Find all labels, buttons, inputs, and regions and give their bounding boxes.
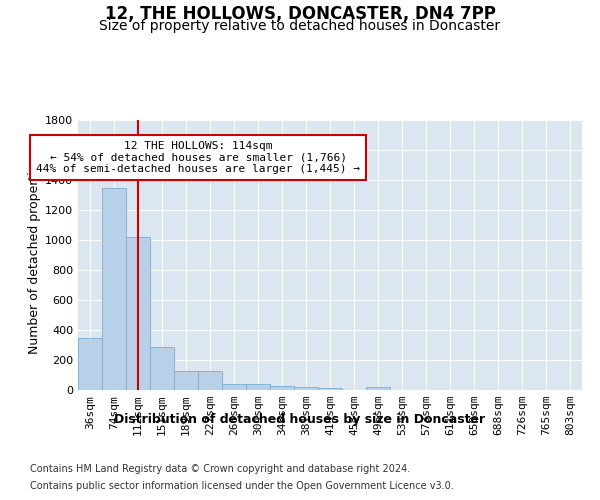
Bar [102, 188, 126, 390]
Bar [366, 387, 390, 390]
Bar [318, 388, 342, 390]
Text: 12, THE HOLLOWS, DONCASTER, DN4 7PP: 12, THE HOLLOWS, DONCASTER, DN4 7PP [104, 5, 496, 23]
Bar [222, 384, 246, 390]
Text: Distribution of detached houses by size in Doncaster: Distribution of detached houses by size … [115, 412, 485, 426]
Bar [126, 237, 150, 390]
Bar [174, 370, 198, 390]
Text: Size of property relative to detached houses in Doncaster: Size of property relative to detached ho… [100, 19, 500, 33]
Text: Contains HM Land Registry data © Crown copyright and database right 2024.: Contains HM Land Registry data © Crown c… [30, 464, 410, 474]
Bar [270, 386, 294, 390]
Bar [246, 384, 270, 390]
Bar [294, 387, 318, 390]
Text: Contains public sector information licensed under the Open Government Licence v3: Contains public sector information licen… [30, 481, 454, 491]
Bar [150, 346, 174, 390]
Bar [198, 370, 222, 390]
Text: 12 THE HOLLOWS: 114sqm
← 54% of detached houses are smaller (1,766)
44% of semi-: 12 THE HOLLOWS: 114sqm ← 54% of detached… [36, 141, 360, 174]
Bar [78, 338, 102, 390]
Y-axis label: Number of detached properties: Number of detached properties [28, 156, 41, 354]
